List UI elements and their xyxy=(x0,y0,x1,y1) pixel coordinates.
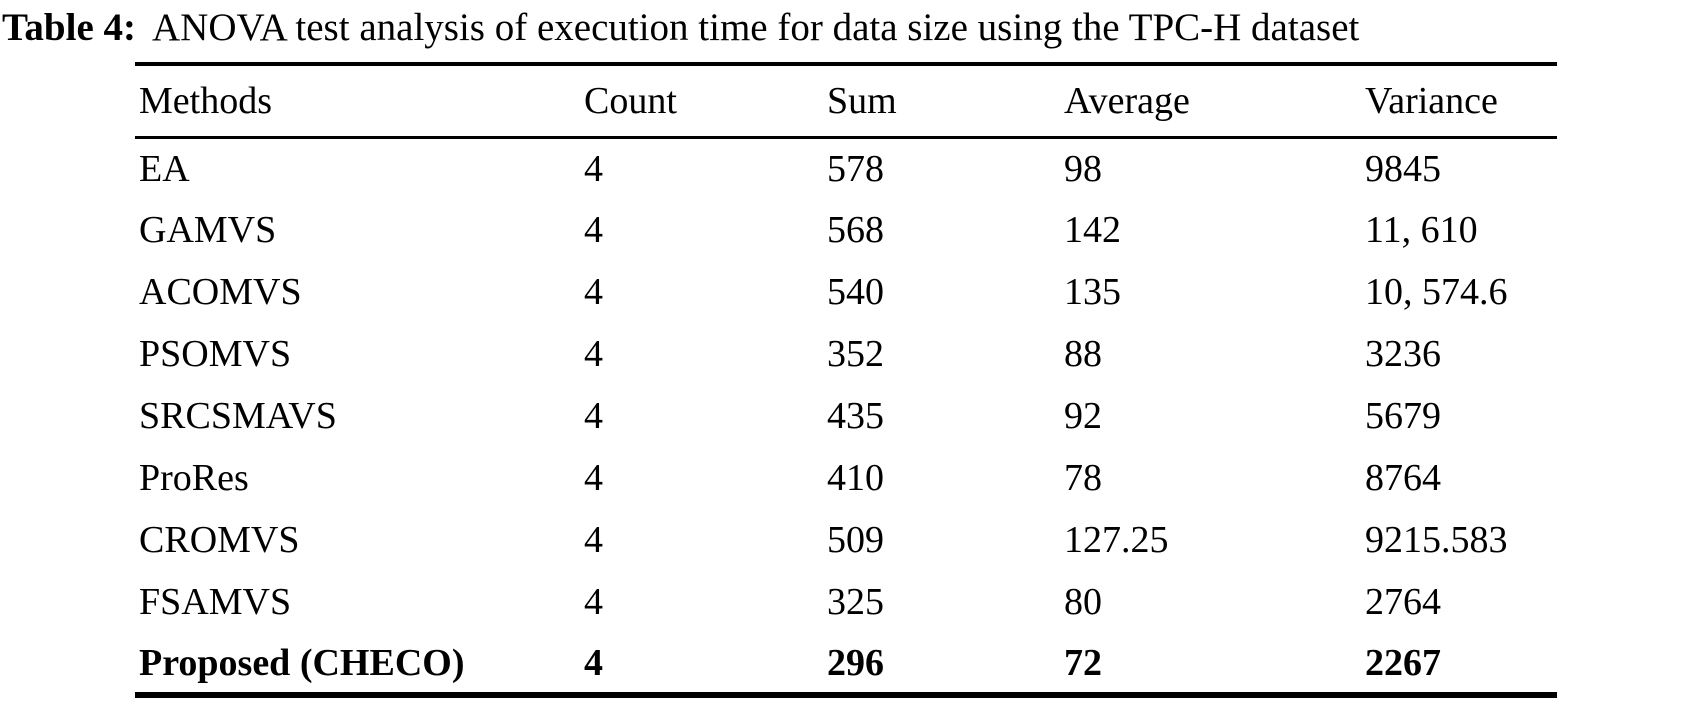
cell-count: 4 xyxy=(584,519,603,561)
cell-average: 78 xyxy=(1064,457,1102,499)
cell-count: 4 xyxy=(584,271,603,313)
cell-method: CROMVS xyxy=(139,519,300,561)
column-header-methods: Methods xyxy=(135,64,580,139)
cell-method: GAMVS xyxy=(139,209,277,251)
cell-method: Proposed (CHECO) xyxy=(139,641,465,684)
cell-sum: 352 xyxy=(827,333,884,375)
cell-sum: 296 xyxy=(827,641,884,684)
table-row: PSOMVS 4 352 88 3236 xyxy=(135,323,1557,385)
table-body: EA 4 578 98 9845 GAMVS 4 568 142 11, 610… xyxy=(135,137,1557,695)
cell-sum: 540 xyxy=(827,271,884,313)
cell-method: PSOMVS xyxy=(139,333,292,375)
table-row-proposed: Proposed (CHECO) 4 296 72 2267 xyxy=(135,633,1557,695)
column-header-average: Average xyxy=(1060,64,1361,139)
column-header-sum: Sum xyxy=(823,64,1060,139)
cell-sum: 578 xyxy=(827,147,884,190)
cell-sum: 509 xyxy=(827,519,884,561)
cell-method: FSAMVS xyxy=(139,581,292,623)
table-row: CROMVS 4 509 127.25 9215.583 xyxy=(135,509,1557,571)
cell-average: 92 xyxy=(1064,395,1102,437)
cell-count: 4 xyxy=(584,581,603,623)
table-caption-label: Table 4: xyxy=(2,6,137,49)
cell-variance: 2267 xyxy=(1365,641,1441,684)
cell-variance: 10, 574.6 xyxy=(1365,271,1508,313)
cell-sum: 568 xyxy=(827,209,884,251)
table-header: Methods Count Sum Average Variance xyxy=(135,64,1557,139)
cell-variance: 5679 xyxy=(1365,395,1441,437)
cell-sum: 325 xyxy=(827,581,884,623)
column-header-count: Count xyxy=(580,64,823,139)
cell-average: 88 xyxy=(1064,333,1102,375)
cell-average: 72 xyxy=(1064,641,1102,684)
cell-average: 98 xyxy=(1064,147,1102,190)
cell-method: EA xyxy=(139,147,190,190)
cell-average: 135 xyxy=(1064,271,1121,313)
cell-sum: 435 xyxy=(827,395,884,437)
cell-method: SRCSMAVS xyxy=(139,395,337,437)
table-caption-text: ANOVA test analysis of execution time fo… xyxy=(152,6,1360,49)
cell-variance: 3236 xyxy=(1365,333,1441,375)
cell-method: ACOMVS xyxy=(139,271,302,313)
cell-count: 4 xyxy=(584,457,603,499)
header-row: Methods Count Sum Average Variance xyxy=(135,64,1557,139)
anova-results-table: Methods Count Sum Average Variance EA 4 … xyxy=(135,62,1557,698)
table-row: EA 4 578 98 9845 xyxy=(135,137,1557,199)
table-row: ACOMVS 4 540 135 10, 574.6 xyxy=(135,261,1557,323)
cell-variance: 8764 xyxy=(1365,457,1441,499)
cell-variance: 9845 xyxy=(1365,147,1441,190)
table-row: FSAMVS 4 325 80 2764 xyxy=(135,571,1557,633)
cell-average: 80 xyxy=(1064,581,1102,623)
table-caption: Table 4: ANOVA test analysis of execution… xyxy=(2,4,1682,52)
column-header-variance: Variance xyxy=(1361,64,1557,139)
cell-variance: 11, 610 xyxy=(1365,209,1478,251)
cell-count: 4 xyxy=(584,641,603,684)
cell-sum: 410 xyxy=(827,457,884,499)
cell-count: 4 xyxy=(584,333,603,375)
cell-count: 4 xyxy=(584,147,603,190)
cell-count: 4 xyxy=(584,395,603,437)
table-row: GAMVS 4 568 142 11, 610 xyxy=(135,199,1557,261)
cell-average: 142 xyxy=(1064,209,1121,251)
table-row: SRCSMAVS 4 435 92 5679 xyxy=(135,385,1557,447)
cell-method: ProRes xyxy=(139,457,249,499)
cell-variance: 9215.583 xyxy=(1365,519,1508,561)
table-row: ProRes 4 410 78 8764 xyxy=(135,447,1557,509)
cell-count: 4 xyxy=(584,209,603,251)
cell-variance: 2764 xyxy=(1365,581,1441,623)
cell-average: 127.25 xyxy=(1064,519,1169,561)
